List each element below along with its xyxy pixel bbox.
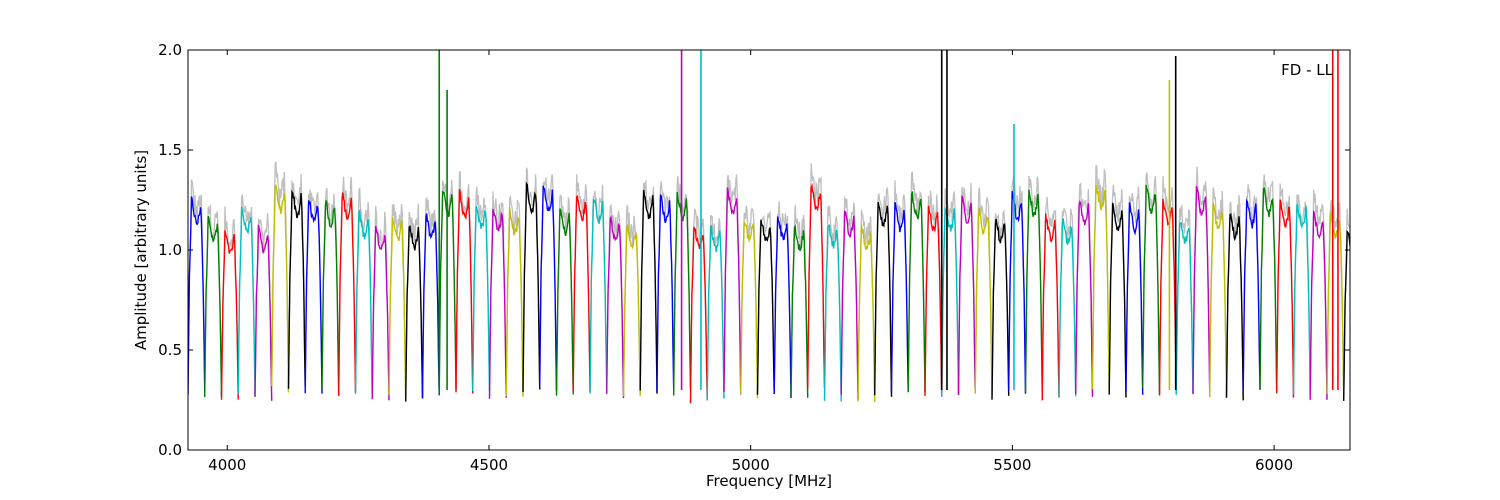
channel-series: [1091, 185, 1110, 394]
channel-series: [522, 181, 541, 392]
channel-series: [472, 206, 491, 392]
channel-series: [220, 230, 239, 400]
channel-series: [354, 208, 373, 395]
channel-series: [1142, 184, 1161, 395]
channel-series: [823, 224, 842, 402]
channel-series: [1008, 191, 1027, 393]
channel-series: [1309, 210, 1328, 400]
channel-series: [1276, 199, 1295, 398]
channel-series: [706, 224, 725, 401]
x-tick-label: 4000: [208, 456, 246, 474]
channel-series: [287, 189, 306, 389]
channel-series: [991, 218, 1010, 400]
channel-series: [1125, 202, 1144, 395]
channel-series: [1192, 185, 1211, 394]
x-axis: 4000 4500 5000 5500 6000: [208, 50, 1293, 474]
plot-background: [188, 50, 1350, 450]
channel-series: [1075, 200, 1094, 397]
y-axis-label: Amplitude [arbitrary units]: [132, 150, 150, 350]
y-tick-label: 0.0: [158, 441, 182, 459]
channel-series: [1208, 202, 1228, 398]
channel-series: [254, 224, 273, 401]
channel-series: [455, 189, 474, 394]
channel-series: [338, 192, 357, 396]
channel-series: [1343, 230, 1350, 401]
channel-series: [807, 183, 826, 389]
channel-series: [421, 213, 440, 399]
channel-series: [405, 225, 424, 402]
channel-series: [488, 208, 507, 399]
channel-series: [572, 194, 591, 392]
channel-series: [656, 194, 675, 392]
channel-series: [1108, 202, 1127, 398]
channel-series: [773, 216, 792, 399]
channel-series: [1242, 198, 1261, 391]
channel-series: [689, 226, 708, 404]
channel-series: [237, 206, 256, 397]
channel-series: [589, 198, 608, 394]
channel-series: [874, 201, 893, 397]
y-axis: 0.0 0.5 1.0 1.5 2.0: [158, 41, 1350, 459]
y-tick-label: 1.0: [158, 241, 182, 259]
channel-series: [271, 183, 290, 393]
channel-series: [622, 224, 641, 397]
channel-series: [388, 217, 407, 401]
channel-series: [204, 215, 223, 398]
y-tick-label: 1.5: [158, 141, 182, 159]
channel-series: [1041, 213, 1060, 401]
y-tick-label: 0.5: [158, 341, 182, 359]
series-layer: [188, 50, 1350, 404]
channel-series: [723, 187, 742, 395]
channel-series: [1024, 189, 1043, 395]
channel-series: [957, 195, 976, 396]
channel-series: [371, 225, 390, 401]
channel-series: [639, 189, 658, 394]
channel-series: [555, 208, 574, 396]
channel-series: [907, 191, 926, 393]
x-tick-label: 5500: [993, 456, 1031, 474]
channel-series: [941, 206, 960, 397]
channel-series: [606, 215, 625, 399]
channel-series: [188, 196, 206, 395]
channel-series: [1292, 202, 1311, 397]
channel-series: [924, 205, 943, 397]
channel-series: [740, 221, 759, 399]
channel-series: [321, 200, 340, 396]
channel-series: [857, 224, 876, 402]
channel-series: [974, 207, 993, 396]
channel-series: [1175, 221, 1194, 395]
channel-series: [1326, 210, 1345, 396]
channel-series: [1225, 212, 1244, 401]
x-tick-label: 5000: [732, 456, 770, 474]
channel-series: [1259, 186, 1278, 394]
channel-series: [304, 200, 323, 394]
channel-series: [756, 219, 775, 395]
channel-series: [840, 210, 859, 400]
chart-annotation: FD - LL: [1281, 61, 1333, 79]
channel-series: [1158, 198, 1177, 396]
channel-series: [790, 223, 809, 399]
channel-series: [539, 185, 558, 392]
x-tick-label: 6000: [1255, 456, 1293, 474]
channel-series: [890, 201, 909, 392]
x-axis-label: Frequency [MHz]: [706, 472, 832, 490]
y-tick-label: 2.0: [158, 41, 182, 59]
channel-series: [1058, 218, 1077, 398]
channel-series: [505, 207, 524, 397]
x-tick-label: 4500: [470, 456, 508, 474]
